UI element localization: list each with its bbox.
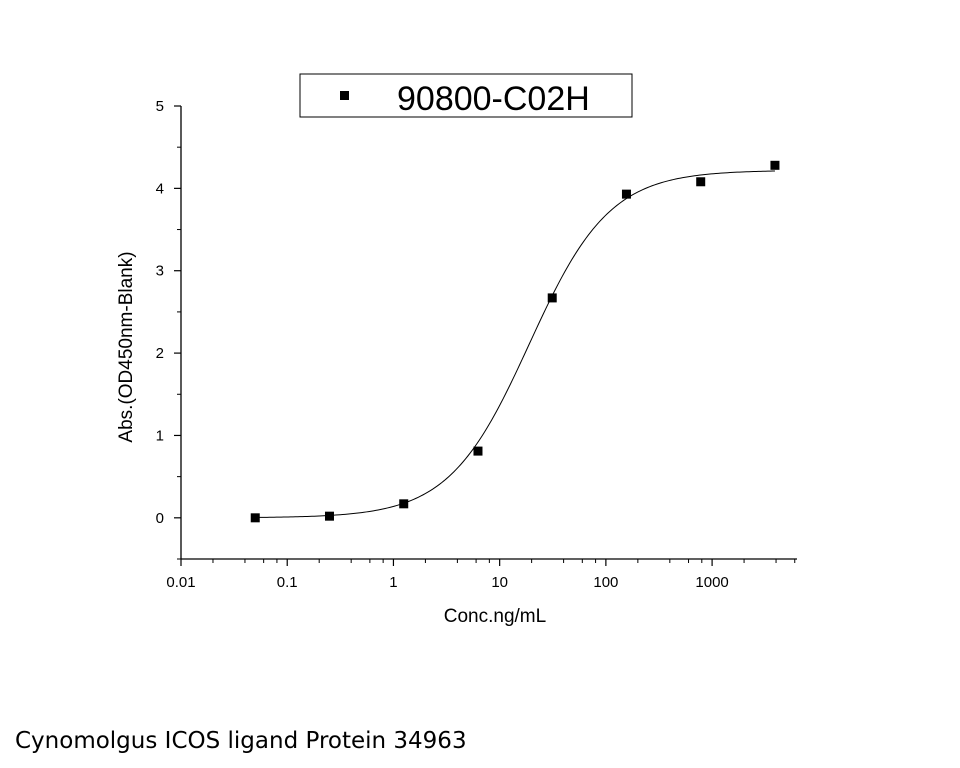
figure-caption: Cynomolgus ICOS ligand Protein 34963	[15, 728, 467, 754]
y-tick-label: 5	[156, 98, 164, 115]
data-point	[621, 189, 631, 199]
y-axis-title: Abs.(OD450nm-Blank)	[116, 251, 137, 442]
x-tick-label: 100	[593, 574, 618, 591]
data-point	[696, 177, 706, 187]
y-tick-label: 2	[156, 345, 164, 362]
x-tick-label: 10	[491, 574, 508, 591]
y-tick-label: 1	[156, 427, 164, 444]
data-point	[547, 293, 557, 303]
legend: 90800-C02H	[299, 73, 633, 118]
data-point	[399, 499, 409, 509]
legend-marker	[340, 91, 349, 100]
x-tick-label: 0.1	[277, 574, 298, 591]
fit-curve	[255, 170, 775, 518]
data-point	[473, 446, 483, 456]
y-tick-label: 3	[156, 263, 164, 280]
data-point	[324, 511, 334, 521]
y-tick-label: 0	[156, 510, 164, 527]
y-axis-ticks: 0 1 2 3 4 5	[156, 98, 181, 560]
data-points	[250, 160, 780, 523]
legend-box	[299, 73, 633, 118]
x-axis-title: Conc.ng/mL	[444, 606, 546, 627]
data-point	[770, 160, 780, 170]
legend-label: 90800-C02H	[397, 80, 590, 118]
x-tick-label: 1	[389, 574, 397, 591]
data-point	[250, 513, 260, 523]
x-tick-label: 1000	[695, 574, 728, 591]
x-axis-ticks: 0.01 0.1 1 10 100 1000	[166, 559, 796, 591]
y-tick-label: 4	[156, 180, 164, 197]
x-tick-label: 0.01	[166, 574, 195, 591]
